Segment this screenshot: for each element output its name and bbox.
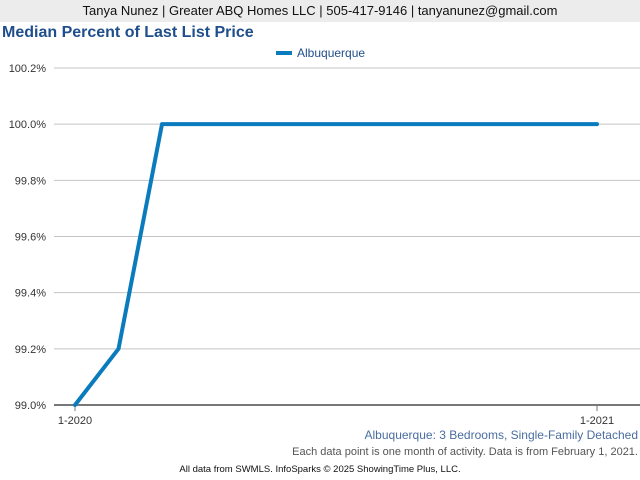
y-tick-label: 99.8% xyxy=(15,175,46,187)
y-tick-label: 99.0% xyxy=(15,400,46,412)
legend: Albuquerque xyxy=(276,46,365,60)
series-line-albuquerque xyxy=(73,122,599,407)
legend-label-albuquerque: Albuquerque xyxy=(297,46,366,60)
y-tick-label: 99.6% xyxy=(15,232,46,244)
legend-swatch-albuquerque xyxy=(276,51,292,55)
y-tick-label: 99.2% xyxy=(15,344,46,356)
x-tick-label: 1-2021 xyxy=(580,415,614,427)
y-tick-label: 100.0% xyxy=(9,119,47,131)
footer-credit: All data from SWMLS. InfoSparks © 2025 S… xyxy=(179,464,461,475)
x-tick-label: 1-2020 xyxy=(58,415,92,427)
y-tick-label: 100.2% xyxy=(9,63,47,75)
y-tick-label: 99.4% xyxy=(15,288,46,300)
chart-title: Median Percent of Last List Price xyxy=(2,24,254,41)
contact-header: Tanya Nunez | Greater ABQ Homes LLC | 50… xyxy=(0,0,640,22)
data-note: Each data point is one month of activity… xyxy=(292,446,638,458)
chart-caption: Albuquerque: 3 Bedrooms, Single-Family D… xyxy=(364,428,638,442)
